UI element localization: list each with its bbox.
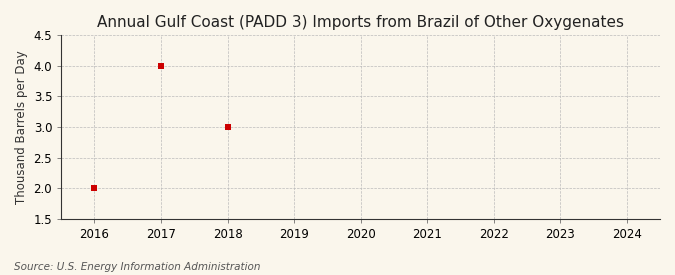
- Y-axis label: Thousand Barrels per Day: Thousand Barrels per Day: [15, 50, 28, 204]
- Title: Annual Gulf Coast (PADD 3) Imports from Brazil of Other Oxygenates: Annual Gulf Coast (PADD 3) Imports from …: [97, 15, 624, 30]
- Text: Source: U.S. Energy Information Administration: Source: U.S. Energy Information Administ…: [14, 262, 260, 272]
